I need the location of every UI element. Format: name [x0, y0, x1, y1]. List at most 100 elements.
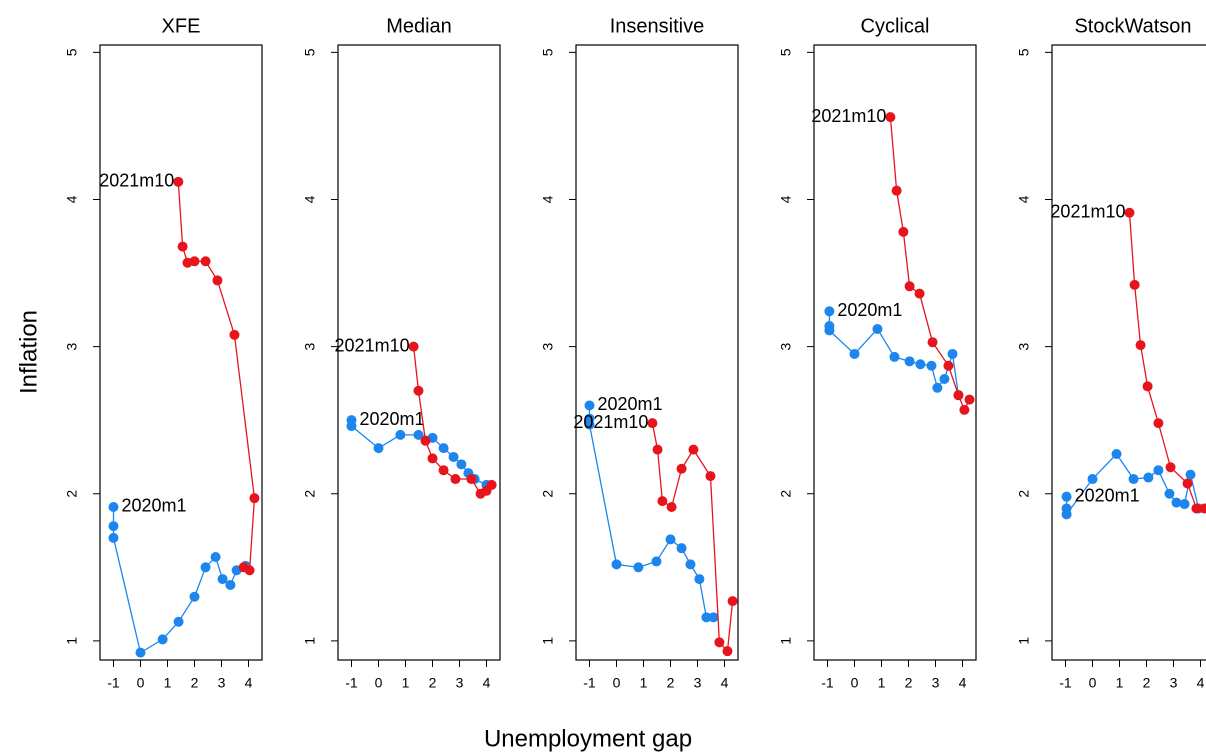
series-line: [889, 117, 971, 412]
x-tick-label: 0: [613, 675, 621, 691]
x-tick-label: 0: [375, 675, 383, 691]
y-tick-label: 3: [64, 343, 80, 351]
series-label: 2020m1: [360, 409, 425, 429]
x-tick-label: 4: [1197, 675, 1205, 691]
data-point: [395, 429, 406, 440]
data-point: [947, 348, 958, 359]
x-tick-label: 3: [218, 675, 226, 691]
y-tick-label: 4: [64, 195, 80, 203]
y-tick-label: 5: [302, 48, 318, 56]
data-point: [898, 226, 909, 237]
data-point: [1171, 497, 1182, 508]
data-point: [173, 176, 184, 187]
y-tick-label: 5: [1016, 48, 1032, 56]
data-point: [466, 474, 477, 485]
data-point: [1182, 478, 1193, 489]
y-tick-label: 3: [302, 343, 318, 351]
x-tick-label: 3: [456, 675, 464, 691]
data-point: [611, 559, 622, 570]
x-tick-label: 4: [245, 675, 253, 691]
x-tick-label: 4: [483, 675, 491, 691]
x-tick-label: 3: [932, 675, 940, 691]
y-tick-label: 1: [540, 637, 556, 645]
y-tick-label: 5: [64, 48, 80, 56]
data-point: [927, 337, 938, 348]
data-point: [157, 634, 168, 645]
data-point: [872, 323, 883, 334]
data-point: [904, 281, 915, 292]
data-point: [915, 359, 926, 370]
y-tick-label: 4: [778, 195, 794, 203]
data-point: [1164, 488, 1175, 499]
series-label: 2021m10: [1050, 201, 1125, 221]
data-point: [413, 429, 424, 440]
series-label: 2020m1: [598, 394, 663, 414]
data-point: [676, 543, 687, 554]
data-point: [685, 559, 696, 570]
data-point: [189, 591, 200, 602]
data-point: [173, 616, 184, 627]
data-point: [665, 534, 676, 545]
x-tick-label: 3: [1170, 675, 1178, 691]
y-tick-label: 4: [540, 195, 556, 203]
y-tick-label: 3: [540, 343, 556, 351]
data-point: [849, 348, 860, 359]
data-point: [584, 400, 595, 411]
data-point: [1191, 503, 1202, 514]
data-point: [1153, 418, 1164, 429]
data-point: [914, 288, 925, 299]
series-label: 2020m1: [837, 300, 902, 320]
data-point: [1087, 474, 1098, 485]
y-tick-label: 2: [778, 490, 794, 498]
data-point: [413, 385, 424, 396]
data-point: [885, 112, 896, 123]
x-tick-label: -1: [107, 675, 120, 691]
panel-title: XFE: [162, 15, 201, 37]
x-tick-label: 2: [191, 675, 199, 691]
data-point: [584, 419, 595, 430]
x-tick-label: 4: [721, 675, 729, 691]
data-point: [647, 418, 658, 429]
series-label: 2021m10: [335, 335, 410, 355]
series-label: 2020m1: [122, 496, 187, 516]
data-point: [727, 596, 738, 607]
data-point: [200, 562, 211, 573]
data-point: [943, 360, 954, 371]
data-point: [177, 241, 188, 252]
data-point: [438, 465, 449, 476]
x-tick-label: 2: [1143, 675, 1151, 691]
data-point: [633, 562, 644, 573]
data-point: [420, 435, 431, 446]
data-point: [652, 444, 663, 455]
data-point: [959, 404, 970, 415]
y-tick-label: 5: [778, 48, 794, 56]
data-point: [1061, 509, 1072, 520]
data-point: [1135, 340, 1146, 351]
data-point: [486, 479, 497, 490]
data-point: [708, 612, 719, 623]
y-tick-label: 4: [302, 195, 318, 203]
y-tick-label: 2: [64, 490, 80, 498]
x-tick-label: 1: [640, 675, 648, 691]
panel-title: Cyclical: [861, 15, 930, 37]
data-point: [824, 325, 835, 336]
x-tick-label: 2: [667, 675, 675, 691]
data-point: [1143, 472, 1154, 483]
x-tick-label: 0: [851, 675, 859, 691]
series-label: 2021m10: [573, 412, 648, 432]
plot-frame: [1051, 44, 1206, 661]
data-point: [1128, 474, 1139, 485]
y-tick-label: 1: [778, 637, 794, 645]
data-point: [676, 463, 687, 474]
data-point: [212, 275, 223, 286]
data-point: [408, 341, 419, 352]
data-point: [932, 382, 943, 393]
panel-title: Insensitive: [610, 15, 705, 37]
y-tick-label: 2: [302, 490, 318, 498]
data-point: [210, 552, 221, 563]
x-axis-label: Unemployment gap: [484, 725, 692, 752]
panel-title: Median: [386, 15, 452, 37]
data-point: [939, 373, 950, 384]
